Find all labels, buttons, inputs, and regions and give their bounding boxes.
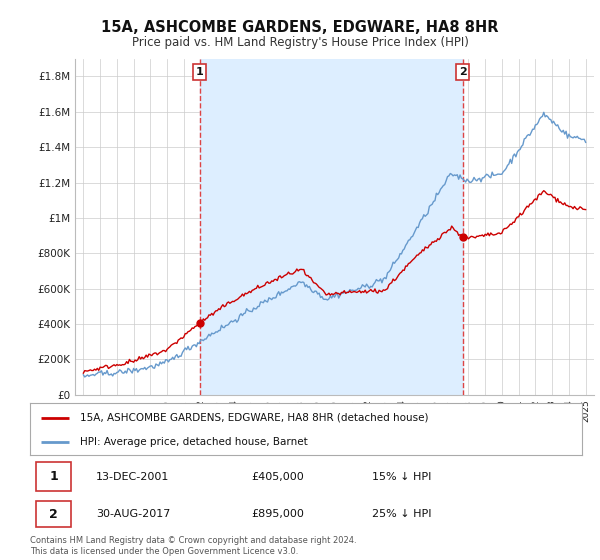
- Text: 25% ↓ HPI: 25% ↓ HPI: [372, 509, 432, 519]
- Text: 2: 2: [459, 67, 467, 77]
- Text: 13-DEC-2001: 13-DEC-2001: [96, 472, 170, 482]
- Text: £895,000: £895,000: [251, 509, 304, 519]
- Text: Price paid vs. HM Land Registry's House Price Index (HPI): Price paid vs. HM Land Registry's House …: [131, 36, 469, 49]
- FancyBboxPatch shape: [35, 462, 71, 491]
- Text: 15% ↓ HPI: 15% ↓ HPI: [372, 472, 431, 482]
- Text: 15A, ASHCOMBE GARDENS, EDGWARE, HA8 8HR: 15A, ASHCOMBE GARDENS, EDGWARE, HA8 8HR: [101, 20, 499, 35]
- Text: 1: 1: [49, 470, 58, 483]
- Text: 2: 2: [49, 507, 58, 521]
- Text: 15A, ASHCOMBE GARDENS, EDGWARE, HA8 8HR (detached house): 15A, ASHCOMBE GARDENS, EDGWARE, HA8 8HR …: [80, 413, 428, 423]
- Bar: [200, 59, 463, 395]
- Text: £405,000: £405,000: [251, 472, 304, 482]
- Text: 30-AUG-2017: 30-AUG-2017: [96, 509, 170, 519]
- Text: HPI: Average price, detached house, Barnet: HPI: Average price, detached house, Barn…: [80, 437, 307, 447]
- FancyBboxPatch shape: [35, 501, 71, 527]
- Text: Contains HM Land Registry data © Crown copyright and database right 2024.
This d: Contains HM Land Registry data © Crown c…: [30, 536, 356, 556]
- Text: 1: 1: [196, 67, 203, 77]
